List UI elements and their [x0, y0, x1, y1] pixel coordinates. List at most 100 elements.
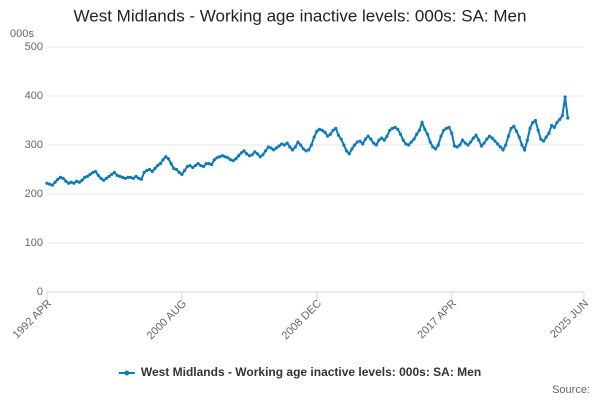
point [99, 176, 103, 180]
point [218, 155, 222, 159]
point [188, 163, 192, 168]
chart-title: West Midlands - Working age inactive lev… [74, 6, 527, 25]
point [50, 183, 54, 187]
point [201, 164, 206, 169]
point [131, 176, 135, 180]
point [172, 166, 176, 171]
point [485, 137, 489, 141]
point [312, 135, 316, 139]
point [104, 176, 108, 180]
point [355, 140, 359, 144]
point [164, 155, 168, 159]
point [320, 128, 324, 132]
y-tick-label: 400 [25, 90, 43, 102]
point [444, 126, 448, 130]
point [358, 139, 362, 143]
point [145, 168, 149, 173]
point [552, 125, 556, 129]
point [420, 120, 424, 125]
point [166, 157, 171, 161]
point [72, 181, 76, 185]
point [137, 176, 141, 180]
point [344, 149, 349, 153]
point [258, 155, 262, 159]
point [220, 154, 225, 158]
point [123, 176, 127, 180]
point [555, 120, 559, 125]
point [269, 146, 273, 150]
point [239, 151, 243, 155]
point [458, 143, 462, 147]
point [250, 153, 254, 157]
point [342, 143, 346, 147]
point [174, 167, 179, 172]
point [231, 159, 235, 163]
point [180, 172, 184, 176]
point [374, 143, 378, 147]
point [183, 168, 187, 173]
point [361, 142, 365, 146]
point [539, 137, 543, 141]
point [236, 154, 241, 158]
point [487, 134, 492, 138]
point [185, 164, 189, 169]
point [447, 125, 451, 129]
point [48, 182, 52, 186]
point [377, 138, 381, 142]
x-tick-label: 2025 JUN [548, 298, 591, 341]
point [134, 174, 138, 178]
point [531, 120, 535, 125]
x-tick-label: 2017 APR [415, 298, 459, 342]
point [514, 129, 519, 133]
point [228, 158, 233, 162]
point [309, 143, 314, 147]
point [436, 143, 440, 147]
point [415, 132, 419, 136]
point [88, 172, 92, 176]
point [385, 134, 389, 138]
point [566, 116, 570, 120]
point [120, 175, 125, 179]
point [142, 170, 146, 175]
point [466, 143, 470, 147]
point [301, 147, 305, 151]
point [177, 170, 181, 175]
y-tick-label: 300 [25, 139, 43, 151]
point [58, 175, 63, 179]
point [509, 126, 513, 130]
point [528, 126, 532, 130]
x-tick-label: 2008 DEC [280, 298, 324, 342]
point [299, 143, 303, 147]
point [129, 175, 133, 179]
point [423, 127, 427, 131]
point [85, 174, 90, 178]
y-tick-label: 500 [25, 41, 43, 53]
point [77, 180, 81, 184]
point [350, 147, 354, 151]
point [102, 178, 106, 182]
y-axis-label: 000s [10, 28, 34, 40]
point [315, 129, 319, 133]
point [393, 125, 397, 129]
point [64, 179, 68, 183]
point [433, 147, 438, 151]
point [56, 177, 60, 181]
point [53, 180, 57, 184]
point [496, 142, 500, 146]
point [247, 154, 251, 158]
point [398, 132, 403, 136]
point [317, 127, 322, 131]
point [544, 135, 548, 139]
point [75, 179, 79, 183]
point [498, 145, 502, 149]
point [288, 145, 292, 149]
point [363, 137, 368, 141]
point [66, 181, 71, 185]
point [96, 173, 100, 177]
point [199, 163, 203, 168]
point [390, 126, 395, 130]
point [401, 138, 405, 142]
point [169, 162, 173, 166]
point [263, 149, 268, 153]
point [523, 148, 527, 152]
